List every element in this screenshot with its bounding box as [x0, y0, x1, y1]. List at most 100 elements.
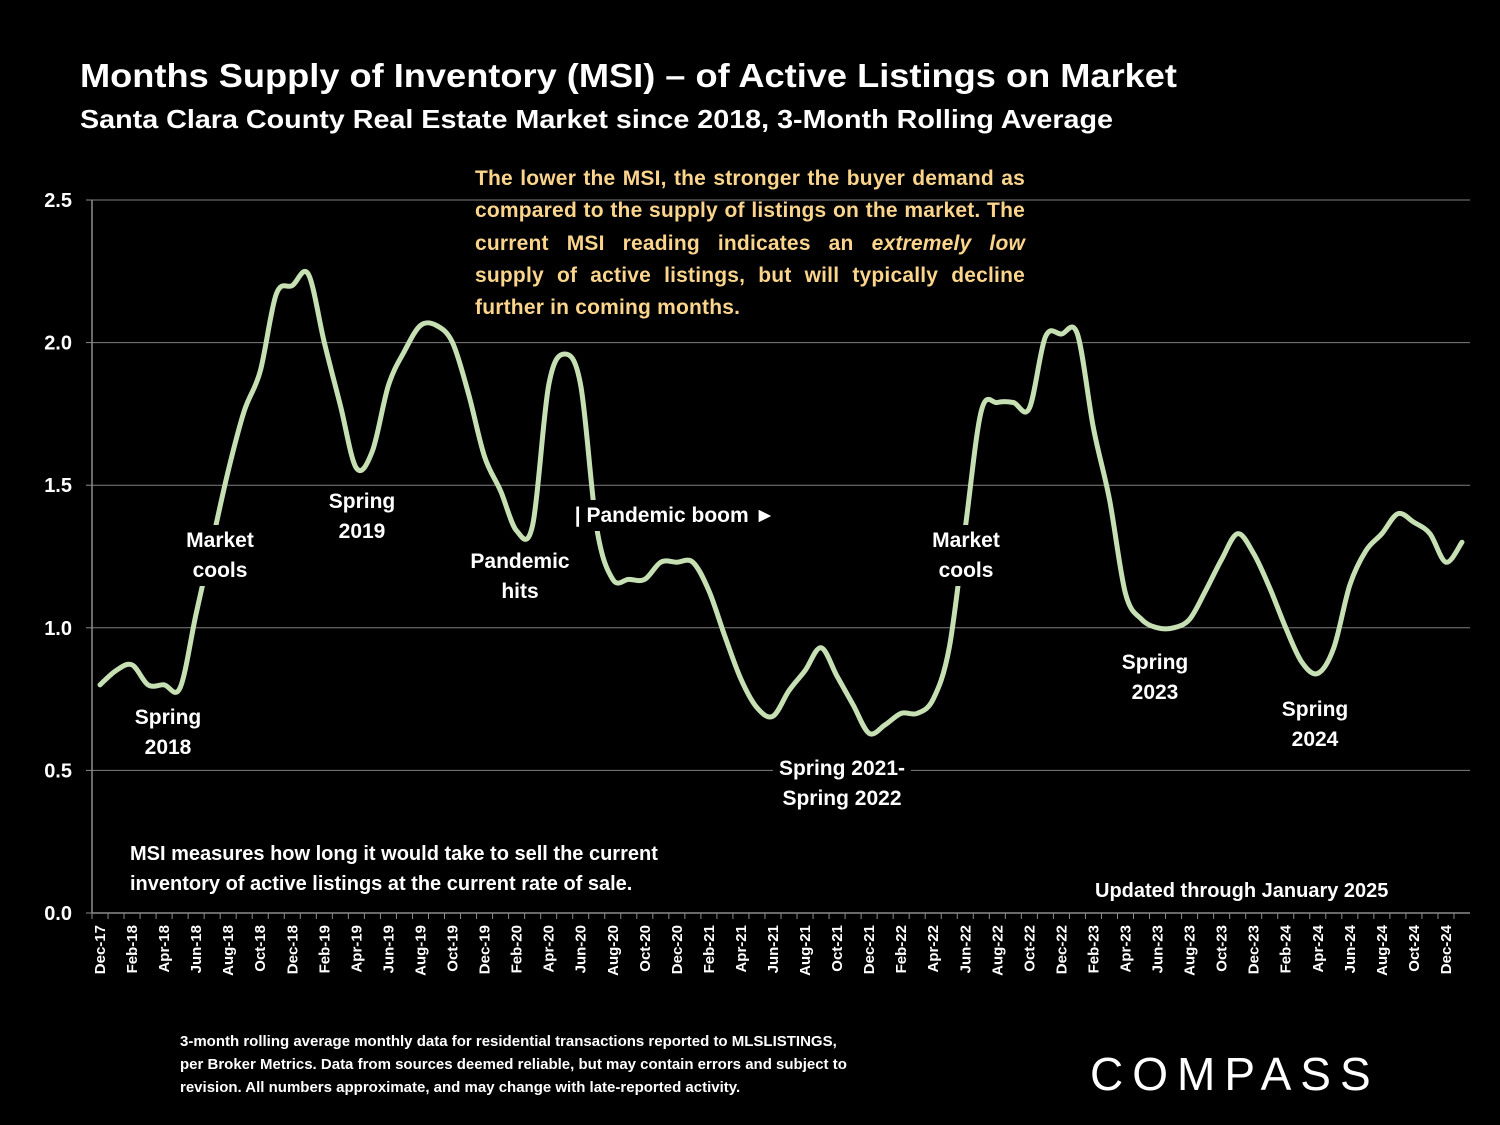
y-tick-label: 1.5 — [44, 475, 72, 497]
x-tick-label: Oct-21 — [829, 925, 846, 972]
y-tick-label: 2.0 — [44, 333, 72, 355]
annotation-line: hits — [501, 580, 538, 603]
chart-subtitle: Santa Clara County Real Estate Market si… — [80, 104, 1113, 134]
x-tick-label: Jun-22 — [957, 925, 974, 973]
x-tick-label: Feb-18 — [124, 925, 141, 973]
x-tick-label: Apr-18 — [156, 925, 173, 973]
x-tick-label: Dec-17 — [92, 925, 109, 974]
x-tick-label: Apr-23 — [1118, 925, 1135, 973]
annotation-line: 2019 — [339, 520, 386, 543]
logo: COMPASS — [1090, 1048, 1380, 1100]
annotation: Market cools — [932, 529, 1000, 582]
annotation: Spring 2023 — [1122, 651, 1189, 704]
x-tick-label: Apr-20 — [541, 925, 558, 973]
x-tick-label: Feb-23 — [1085, 925, 1102, 973]
x-tick-label: Dec-21 — [861, 925, 878, 974]
x-tick-label: Aug-20 — [605, 925, 622, 976]
x-tick-label: Jun-21 — [765, 925, 782, 973]
data-line — [97, 268, 1465, 737]
y-tick-label: 0.5 — [44, 760, 72, 782]
footnote: revision. All numbers approximate, and m… — [180, 1079, 740, 1096]
definition-note: inventory of active listings at the curr… — [130, 873, 632, 895]
note-text: The lower the MSI, the stronger the buye… — [475, 167, 1025, 255]
annotation-bg — [180, 525, 260, 586]
x-tick-label: Oct-20 — [637, 925, 654, 972]
x-tick-label: Jun-18 — [188, 925, 205, 973]
x-tick-label: Feb-19 — [316, 925, 333, 973]
note-emphasis: extremely low — [871, 231, 1026, 255]
x-tick-label: Jun-24 — [1342, 924, 1359, 973]
x-tick-label: Dec-19 — [477, 925, 494, 974]
annotation-line: Spring 2022 — [782, 787, 901, 810]
annotation: Pandemic hits — [470, 550, 570, 603]
x-tick-label: Oct-23 — [1214, 925, 1231, 972]
annotation: Spring 2018 — [135, 706, 202, 759]
annotation-bg — [1115, 647, 1195, 708]
x-tick-label: Aug-23 — [1182, 925, 1199, 976]
annotation-line: Spring — [1282, 698, 1349, 721]
footnote: per Broker Metrics. Data from sources de… — [180, 1056, 847, 1073]
annotation-bg — [464, 546, 576, 607]
x-tick-label: Aug-18 — [220, 925, 237, 976]
x-tick-label: Dec-22 — [1053, 925, 1070, 974]
annotation-line: 2018 — [145, 736, 192, 759]
annotation-line: Spring 2021- — [779, 757, 905, 780]
annotation-bg — [772, 753, 912, 814]
note-text: supply of active listings, but will typi… — [475, 263, 1025, 320]
annotation-line: Spring — [1122, 651, 1189, 674]
info-note: The lower the MSI, the stronger the buye… — [475, 163, 1025, 324]
annotation-line: Market — [186, 529, 254, 552]
x-tick-label: Oct-24 — [1406, 924, 1423, 971]
footnote: 3-month rolling average monthly data for… — [180, 1033, 837, 1050]
x-tick-label: Feb-22 — [893, 925, 910, 973]
annotation-line: Spring — [329, 490, 396, 513]
y-tick-label: 1.0 — [44, 618, 72, 640]
annotation: Spring 2021- Spring 2022 — [779, 757, 905, 810]
annotation-bg — [568, 500, 782, 531]
annotation-line: cools — [939, 559, 994, 582]
x-tick-label: Jun-19 — [380, 925, 397, 973]
x-tick-label: Dec-24 — [1438, 924, 1455, 974]
x-tick-label: Dec-23 — [1246, 925, 1263, 974]
annotation-line: Market — [932, 529, 1000, 552]
x-tick-label: Feb-21 — [701, 925, 718, 973]
x-tick-label: Oct-18 — [252, 925, 269, 972]
x-tick-label: Dec-18 — [284, 925, 301, 974]
x-tick-label: Feb-24 — [1278, 924, 1295, 973]
x-tick-label: Aug-21 — [797, 925, 814, 976]
annotation-line: 2024 — [1292, 728, 1339, 751]
x-tick-label: Oct-19 — [445, 925, 462, 972]
annotation: Spring 2024 — [1282, 698, 1349, 751]
x-tick-label: Aug-22 — [989, 925, 1006, 976]
x-tick-label: Apr-24 — [1310, 924, 1327, 972]
annotation-bg — [322, 486, 402, 547]
x-tick-label: Apr-19 — [348, 925, 365, 973]
annotation-line: cools — [193, 559, 248, 582]
definition-note: MSI measures how long it would take to s… — [130, 843, 658, 865]
annotation-bg — [926, 525, 1006, 586]
annotation: | Pandemic boom ► — [575, 504, 776, 527]
x-tick-label: Apr-22 — [925, 925, 942, 973]
annotation-line: Pandemic — [470, 550, 570, 573]
updated-note: Updated through January 2025 — [1095, 880, 1388, 902]
x-tick-label: Aug-24 — [1374, 924, 1391, 975]
x-tick-label: Oct-22 — [1021, 925, 1038, 972]
annotation-bg — [128, 702, 208, 763]
x-tick-label: Jun-23 — [1150, 925, 1167, 973]
annotation-line: 2023 — [1132, 681, 1179, 704]
chart-title: Months Supply of Inventory (MSI) – of Ac… — [80, 57, 1177, 94]
x-tick-label: Feb-20 — [509, 925, 526, 973]
y-tick-label: 2.5 — [44, 190, 72, 212]
x-tick-label: Dec-20 — [669, 925, 686, 974]
x-tick-label: Jun-20 — [573, 925, 590, 973]
y-tick-label: 0.0 — [44, 903, 72, 925]
annotation-line: | Pandemic boom ► — [575, 504, 776, 527]
annotation: Spring 2019 — [329, 490, 396, 543]
annotation-line: Spring — [135, 706, 202, 729]
annotation: Market cools — [186, 529, 254, 582]
annotation-bg — [1275, 694, 1355, 755]
x-tick-label: Apr-21 — [733, 925, 750, 973]
x-tick-label: Aug-19 — [412, 925, 429, 976]
